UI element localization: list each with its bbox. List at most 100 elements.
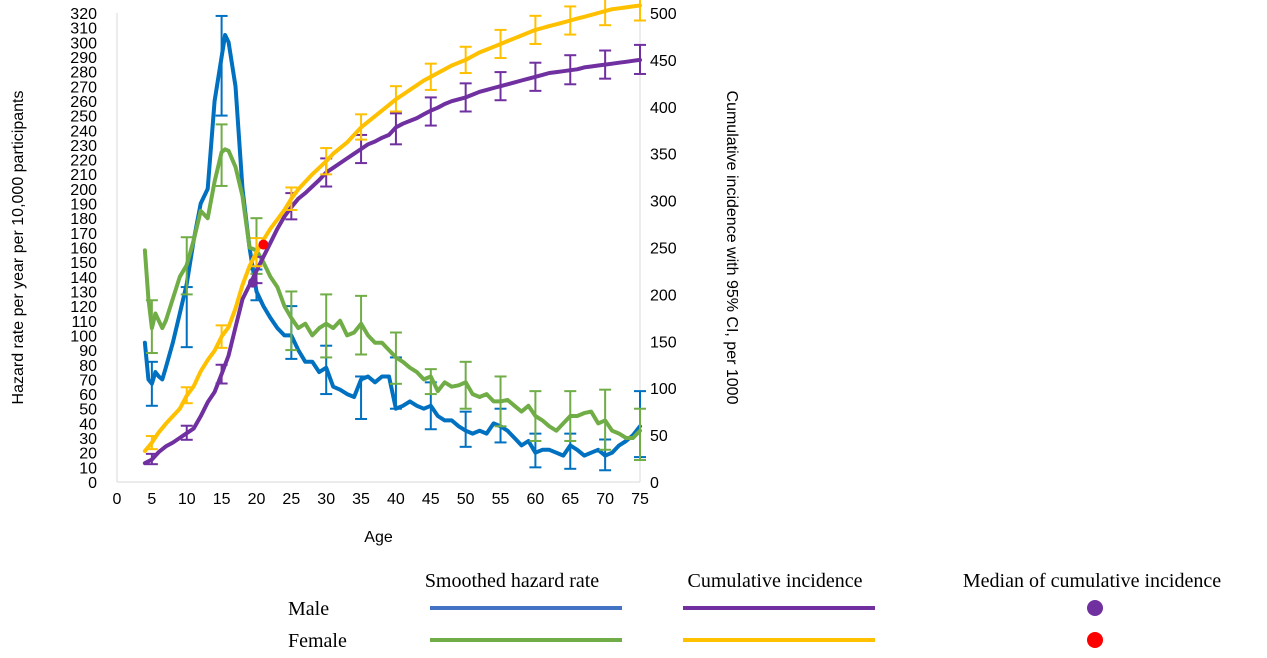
y-right-tick-label: 0 (650, 475, 659, 492)
y-right-tick-label: 100 (650, 381, 677, 398)
y-left-tick-label: 280 (70, 65, 97, 82)
error-bar-female-smoothed-hazard-rate (215, 123, 228, 187)
error-bar-female-cumulative-incidence (494, 28, 507, 60)
y-axis-right-ticks: 0 50 100 150 200 250 300 350 400 450 500 (650, 6, 677, 492)
error-bar-male-cumulative-incidence (564, 54, 577, 86)
error-bar-female-smoothed-hazard-rate (494, 375, 507, 428)
y-left-tick-label: 130 (70, 284, 97, 301)
error-bar-female-smoothed-hazard-rate (320, 293, 333, 359)
error-bar-female-cumulative-incidence (285, 186, 298, 211)
error-bar-female-cumulative-incidence (145, 435, 158, 451)
legend-row-male: Male (288, 598, 329, 620)
y-left-tick-label: 90 (79, 343, 97, 360)
error-bar-female-cumulative-incidence (389, 85, 402, 113)
error-bar-female-cumulative-incidence (320, 147, 333, 176)
legend-row-female: Female (288, 630, 347, 652)
x-tick-label: 0 (113, 491, 122, 508)
x-tick-label: 65 (561, 491, 579, 508)
error-bar-female-smoothed-hazard-rate (564, 390, 577, 442)
y-axis-left-ticks: 0102030405060708090100110120130140150160… (70, 6, 97, 492)
y-left-tick-label: 60 (79, 387, 97, 404)
error-bar-female-smoothed-hazard-rate (529, 390, 542, 442)
error-bar-female-smoothed-hazard-rate (459, 360, 472, 410)
series-line-female-cumulative-incidence (142, 3, 642, 453)
y-left-tick-label: 310 (70, 21, 97, 38)
error-bar-male-cumulative-incidence (459, 82, 472, 113)
x-tick-label: 60 (527, 491, 545, 508)
y-right-tick-label: 200 (650, 287, 677, 304)
x-tick-label: 40 (387, 491, 405, 508)
x-tick-label: 55 (492, 491, 510, 508)
y-left-tick-label: 100 (70, 328, 97, 345)
legend-header-cumulative: Cumulative incidence (688, 570, 863, 592)
error-bar-male-cumulative-incidence (145, 452, 158, 466)
y-right-tick-label: 150 (650, 334, 677, 351)
y-left-tick-label: 190 (70, 197, 97, 214)
error-bar-female-cumulative-incidence (529, 14, 542, 45)
y-left-tick-label: 0 (88, 475, 97, 492)
x-tick-label: 25 (282, 491, 300, 508)
y-right-tick-label: 450 (650, 53, 677, 70)
y-right-tick-label: 250 (650, 241, 677, 258)
x-axis-ticks: 0 5 10 15 20 25 30 35 40 45 50 55 60 65 70 75 (113, 491, 649, 508)
error-bar-male-cumulative-incidence (529, 61, 542, 92)
error-bar-male-cumulative-incidence (494, 71, 507, 102)
error-bar-female-cumulative-incidence (215, 324, 228, 349)
y-left-tick-label: 260 (70, 94, 97, 111)
y-left-tick-label: 240 (70, 123, 97, 140)
error-bar-female-smoothed-hazard-rate (285, 290, 298, 352)
error-bar-male-cumulative-incidence (215, 363, 228, 385)
error-bar-female-cumulative-incidence (180, 386, 193, 405)
x-axis-title: Age (364, 529, 393, 546)
y-right-tick-label: 350 (650, 147, 677, 164)
y-left-tick-label: 150 (70, 255, 97, 272)
y-left-tick-label: 250 (70, 109, 97, 126)
y-left-tick-label: 300 (70, 35, 97, 52)
x-tick-label: 35 (352, 491, 370, 508)
y-left-tick-label: 70 (79, 372, 97, 389)
y-left-tick-label: 270 (70, 79, 97, 96)
error-bar-female-smoothed-hazard-rate (355, 294, 368, 356)
y-left-tick-label: 140 (70, 270, 97, 287)
x-tick-label: 45 (422, 491, 440, 508)
error-bar-male-smoothed-hazard-rate (215, 14, 228, 117)
legend-header-hazard: Smoothed hazard rate (425, 570, 599, 592)
y-left-tick-label: 10 (79, 460, 97, 477)
y-left-tick-label: 20 (79, 446, 97, 463)
error-bar-female-cumulative-incidence (634, 0, 646, 22)
error-bar-female-cumulative-incidence (424, 62, 437, 91)
legend-header-median: Median of cumulative incidence (963, 570, 1221, 592)
error-bar-male-smoothed-hazard-rate (355, 375, 368, 420)
error-bar-male-cumulative-incidence (424, 96, 437, 127)
x-tick-label: 30 (317, 491, 335, 508)
error-bar-female-cumulative-incidence (355, 113, 368, 141)
series-line-female-smoothed-hazard-rate (142, 147, 642, 440)
error-bar-male-cumulative-incidence (389, 112, 402, 146)
y-right-tick-label: 500 (650, 6, 677, 23)
x-tick-label: 10 (178, 491, 196, 508)
y-left-tick-label: 40 (79, 416, 97, 433)
y-left-tick-label: 80 (79, 358, 97, 375)
error-bar-female-cumulative-incidence (250, 237, 263, 268)
legend-swatch-female-median (1087, 632, 1103, 648)
x-tick-label: 50 (457, 491, 475, 508)
legend: Smoothed hazard rate Cumulative incidenc… (288, 570, 1221, 652)
y-left-tick-label: 220 (70, 153, 97, 170)
plot-area (142, 0, 646, 472)
y-left-tick-label: 290 (70, 50, 97, 67)
error-bar-female-smoothed-hazard-rate (389, 331, 402, 385)
legend-swatch-male-median (1087, 600, 1103, 616)
x-tick-label: 5 (147, 491, 156, 508)
error-bar-female-smoothed-hazard-rate (599, 388, 612, 451)
error-bar-female-smoothed-hazard-rate (634, 407, 646, 462)
y-left-tick-label: 230 (70, 138, 97, 155)
median-marker-male (247, 277, 258, 288)
y-left-tick-label: 320 (70, 6, 97, 23)
error-bar-female-smoothed-hazard-rate (424, 368, 437, 396)
y-axis-left-title: Hazard rate per year per 10,000 particip… (10, 91, 27, 405)
series-line-male-smoothed-hazard-rate (142, 33, 642, 458)
y-right-tick-label: 50 (650, 428, 668, 445)
y-right-tick-label: 400 (650, 100, 677, 117)
x-tick-label: 70 (596, 491, 614, 508)
y-left-tick-label: 200 (70, 182, 97, 199)
